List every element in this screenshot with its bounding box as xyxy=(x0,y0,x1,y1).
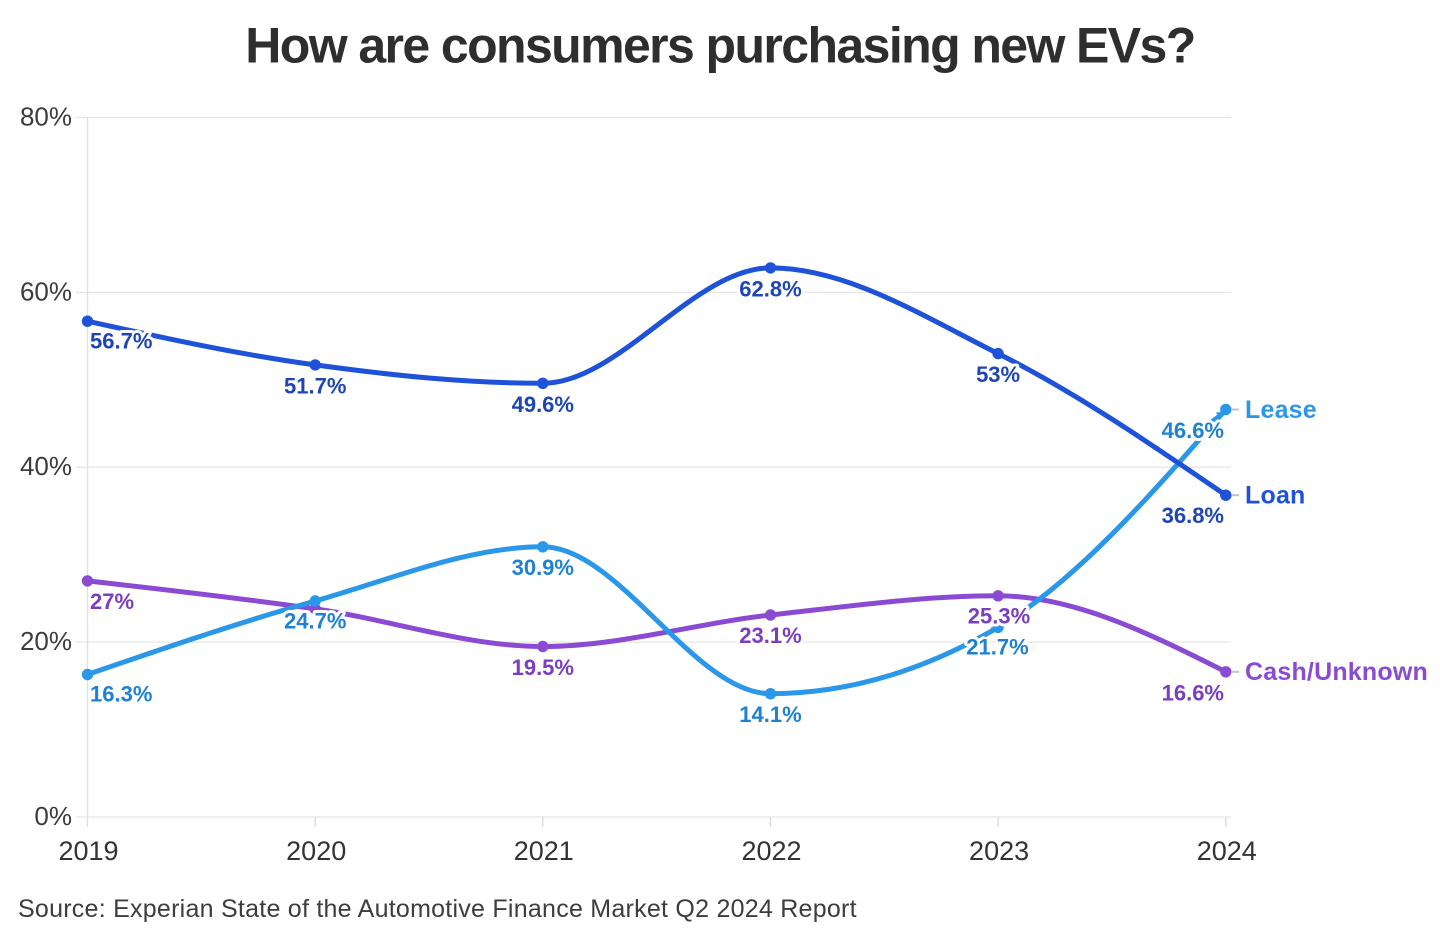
svg-text:2019: 2019 xyxy=(58,836,118,866)
svg-text:80%: 80% xyxy=(20,102,72,132)
svg-text:51.7%: 51.7% xyxy=(284,373,346,398)
svg-text:2021: 2021 xyxy=(514,836,574,866)
svg-text:2023: 2023 xyxy=(969,836,1029,866)
svg-text:Lease: Lease xyxy=(1245,396,1317,424)
svg-text:2020: 2020 xyxy=(286,836,346,866)
svg-text:19.5%: 19.5% xyxy=(512,655,574,680)
svg-text:16.3%: 16.3% xyxy=(90,682,152,707)
svg-text:23.1%: 23.1% xyxy=(739,623,801,648)
svg-text:40%: 40% xyxy=(20,451,72,481)
svg-text:14.1%: 14.1% xyxy=(739,702,801,727)
svg-text:How are consumers purchasing n: How are consumers purchasing new EVs? xyxy=(245,18,1194,74)
svg-text:Loan: Loan xyxy=(1245,482,1306,510)
svg-text:20%: 20% xyxy=(20,626,72,656)
svg-text:46.6%: 46.6% xyxy=(1162,418,1224,443)
svg-text:30.9%: 30.9% xyxy=(512,555,574,580)
svg-text:60%: 60% xyxy=(20,276,72,306)
svg-text:24.7%: 24.7% xyxy=(284,609,346,634)
svg-text:62.8%: 62.8% xyxy=(739,276,801,301)
svg-text:49.6%: 49.6% xyxy=(512,392,574,417)
svg-text:36.8%: 36.8% xyxy=(1162,503,1224,528)
svg-text:16.6%: 16.6% xyxy=(1162,681,1224,706)
svg-text:53%: 53% xyxy=(976,362,1020,387)
svg-text:2024: 2024 xyxy=(1197,836,1257,866)
svg-text:Source: Experian State of the: Source: Experian State of the Automotive… xyxy=(18,895,857,923)
svg-text:21.7%: 21.7% xyxy=(966,634,1028,659)
svg-text:0%: 0% xyxy=(34,801,72,831)
svg-text:56.7%: 56.7% xyxy=(90,329,152,354)
svg-text:2022: 2022 xyxy=(741,836,801,866)
svg-text:Cash/Unknown: Cash/Unknown xyxy=(1245,658,1428,686)
svg-text:25.3%: 25.3% xyxy=(968,603,1030,628)
svg-text:27%: 27% xyxy=(90,589,134,614)
